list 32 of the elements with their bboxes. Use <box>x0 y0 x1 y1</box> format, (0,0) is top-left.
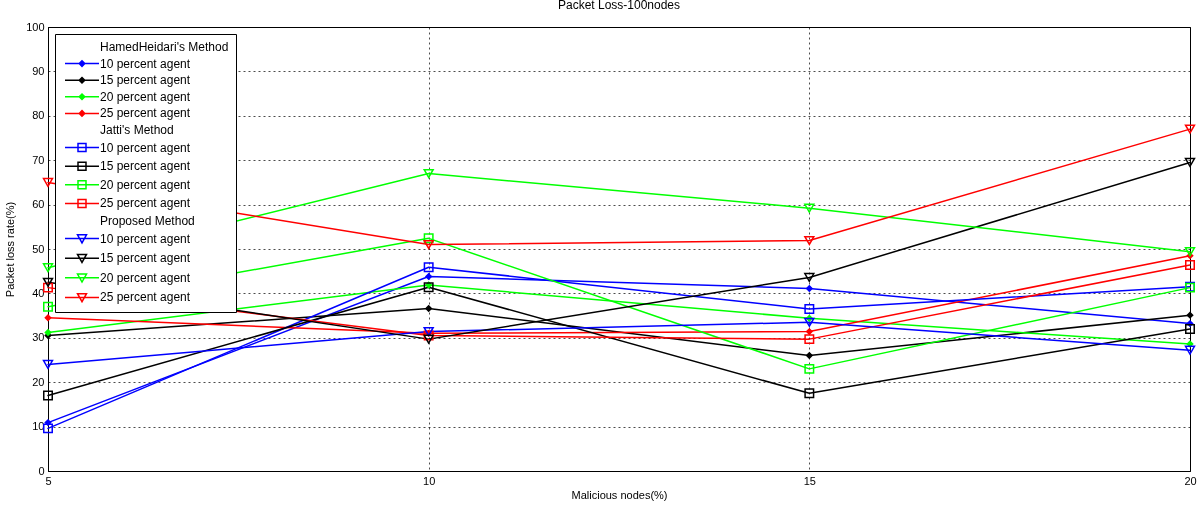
y-tick-label: 50 <box>32 242 45 255</box>
legend-label: 10 percent agent <box>100 140 191 155</box>
text: Proposed Method <box>100 214 195 228</box>
x-tick-label: 5 <box>45 474 52 487</box>
legend-label: 25 percent agent <box>100 290 191 305</box>
x-axis-title: Malicious nodes(%) <box>571 488 668 501</box>
x-tick-label: 15 <box>803 474 816 487</box>
x-tick-label: 20 <box>1184 474 1197 487</box>
y-tick-label: 100 <box>26 20 45 33</box>
legend-label: 20 percent agent <box>100 270 191 285</box>
y-tick-label: 70 <box>32 153 45 166</box>
y-tick-label: 60 <box>32 198 45 211</box>
legend-label: 25 percent agent <box>100 196 191 211</box>
x-tick-label: 10 <box>423 474 436 487</box>
legend-label: 20 percent agent <box>100 89 191 104</box>
legend-label: 10 percent agent <box>100 56 191 71</box>
y-tick-label: 90 <box>32 64 45 77</box>
chart-title: Packet Loss-100nodes <box>557 0 681 12</box>
y-tick-label: 20 <box>32 375 45 388</box>
y-axis-title: Packet loss rate(%) <box>4 201 17 298</box>
legend-label: 20 percent agent <box>100 177 191 192</box>
legend-label: 25 percent agent <box>100 106 191 121</box>
y-tick-label: 80 <box>32 109 45 122</box>
y-tick-label: 30 <box>32 331 45 344</box>
y-tick-label: 0 <box>38 464 45 477</box>
text: HamedHeidari's Method <box>100 40 229 54</box>
legend-label: 15 percent agent <box>100 159 191 174</box>
legend-label: 15 percent agent <box>100 73 191 88</box>
legend-label: 10 percent agent <box>100 231 191 246</box>
legend-label: 15 percent agent <box>100 251 191 266</box>
text: Jatti's Method <box>100 123 174 137</box>
y-tick-label: 40 <box>32 286 45 299</box>
